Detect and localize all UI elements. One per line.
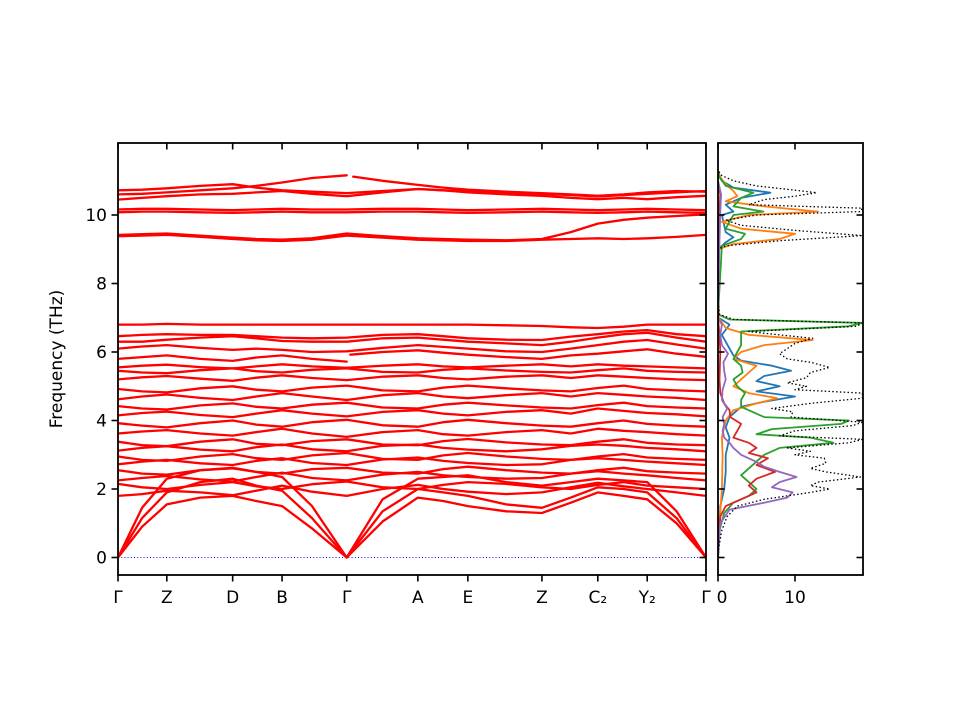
band-line-15	[118, 391, 706, 402]
band-line-33	[118, 183, 706, 198]
band-line-18	[118, 367, 706, 375]
kpoint-label-1: Z	[161, 588, 173, 608]
band-line-16	[118, 384, 706, 394]
band-line-11	[118, 427, 706, 439]
dos-curve-pdos-blue	[718, 173, 796, 558]
band-line-12	[118, 418, 706, 429]
kpoint-label-4: Γ	[342, 588, 352, 608]
y-axis-title: Frequency (THz)	[47, 290, 67, 429]
dos-curve-total-dos	[718, 170, 863, 558]
band-line-3	[118, 481, 706, 498]
dos-xtick-label: 0	[717, 588, 728, 608]
band-line-31	[118, 174, 348, 196]
dos-curve-pdos-orange	[718, 170, 819, 558]
dos-curve-pdos-green	[718, 170, 863, 558]
band-line-21	[349, 348, 706, 361]
dos-curve-pdos-red	[718, 180, 776, 558]
kpoint-label-3: B	[276, 588, 288, 608]
dos-curve-pdos-purple	[718, 180, 798, 558]
band-line-10	[118, 437, 706, 448]
band-line-19	[118, 363, 706, 370]
ytick-label: 8	[96, 275, 107, 295]
band-line-20	[118, 354, 348, 363]
dos-xtick-label: 10	[784, 588, 806, 608]
band-panel	[118, 174, 706, 559]
band-frame	[117, 142, 707, 576]
dos-frame	[717, 142, 864, 576]
ytick-label: 6	[96, 343, 107, 363]
band-line-23	[118, 331, 706, 347]
ytick-label: 2	[96, 480, 107, 500]
band-line-6	[118, 465, 706, 476]
band-line-5	[118, 470, 706, 483]
kpoint-label-0: Γ	[113, 588, 123, 608]
kpoint-label-10: Γ	[701, 588, 711, 608]
band-line-0	[118, 491, 706, 559]
band-line-29	[118, 207, 706, 212]
band-line-28	[118, 210, 706, 215]
band-line-25	[118, 322, 706, 330]
band-line-17	[118, 374, 706, 382]
band-line-13	[118, 407, 706, 419]
kpoint-label-6: E	[462, 588, 473, 608]
band-line-7	[118, 456, 706, 467]
kpoint-label-8: C₂	[588, 588, 607, 608]
band-line-4	[118, 480, 706, 491]
band-line-27	[118, 233, 706, 243]
band-line-14	[118, 401, 706, 411]
ytick-label: 10	[85, 206, 107, 226]
kpoint-label-9: Y₂	[638, 588, 656, 608]
band-line-22	[118, 338, 706, 354]
band-line-24	[118, 328, 706, 342]
kpoint-label-7: Z	[536, 588, 548, 608]
ytick-label: 0	[96, 549, 107, 569]
kpoint-label-5: A	[412, 588, 424, 608]
band-line-1	[118, 477, 706, 559]
dos-panel	[718, 170, 863, 558]
band-line-8	[118, 451, 706, 463]
ytick-label: 4	[96, 412, 107, 432]
band-line-26	[118, 213, 706, 242]
kpoint-label-2: D	[226, 588, 239, 608]
